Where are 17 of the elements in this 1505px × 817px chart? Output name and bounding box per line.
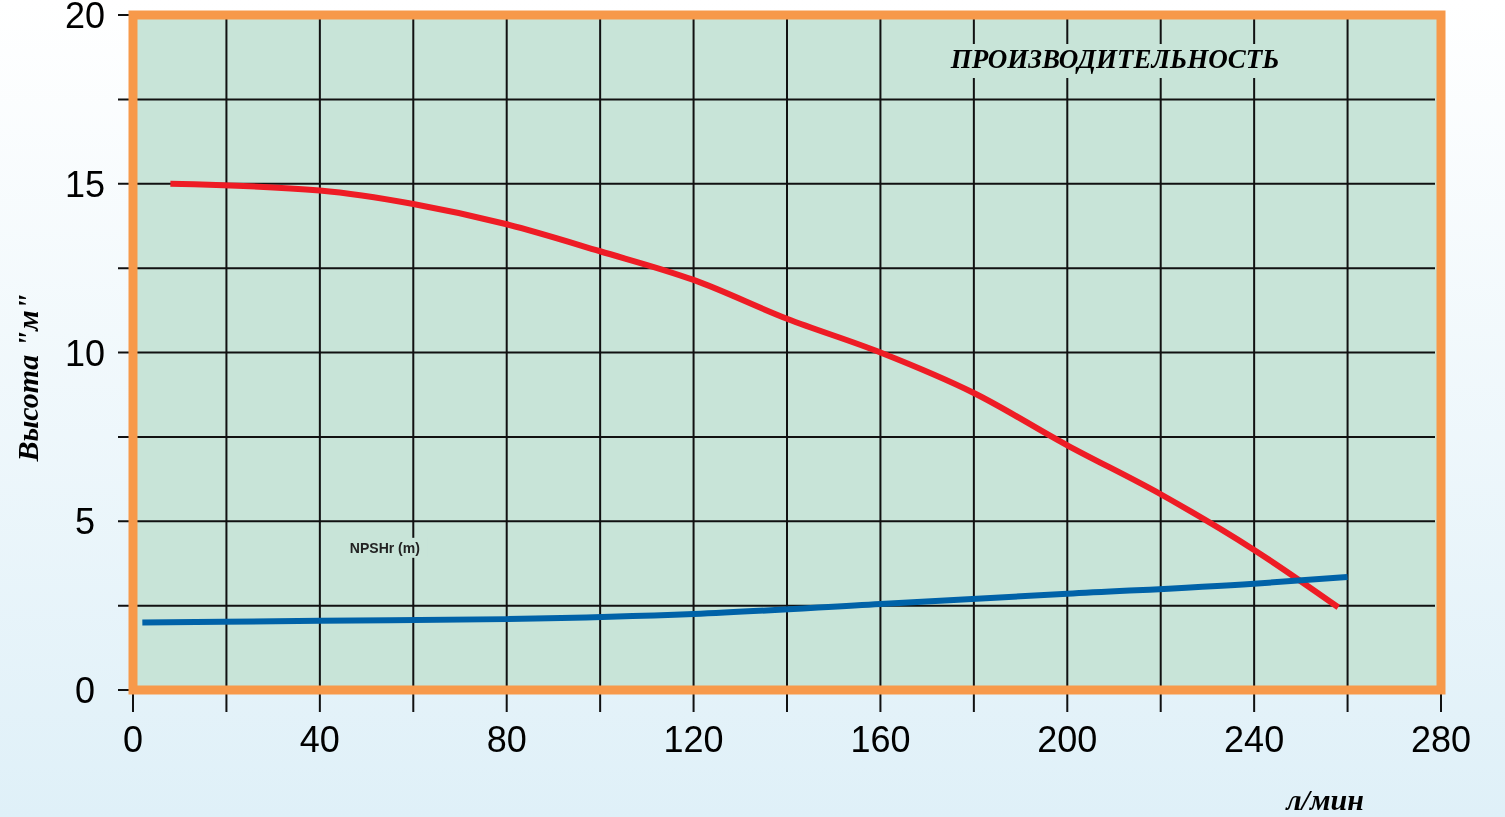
x-tick-label: 160 [850,719,911,760]
x-tick-label: 80 [486,719,527,760]
y-tick-label: 10 [64,332,106,374]
y-tick-label: 20 [64,0,106,36]
x-tick-label: 40 [299,719,340,760]
y-axis-title: Высота "м" [11,293,44,463]
y-tick-label: 0 [74,670,96,711]
y-tick-label: 15 [64,163,106,205]
text: NPSHr (m) [349,539,420,556]
x-tick-label: 0 [122,719,144,760]
x-tick-label: 200 [1037,719,1098,760]
x-tick-label: 280 [1410,719,1472,760]
x-axis-title: л/мин [1284,783,1364,816]
x-tick-label: 120 [663,719,724,760]
text: ПРОИЗВОДИТЕЛЬНОСТЬ [949,44,1280,74]
y-tick-label: 5 [74,501,96,543]
x-tick-label: 240 [1224,719,1285,760]
